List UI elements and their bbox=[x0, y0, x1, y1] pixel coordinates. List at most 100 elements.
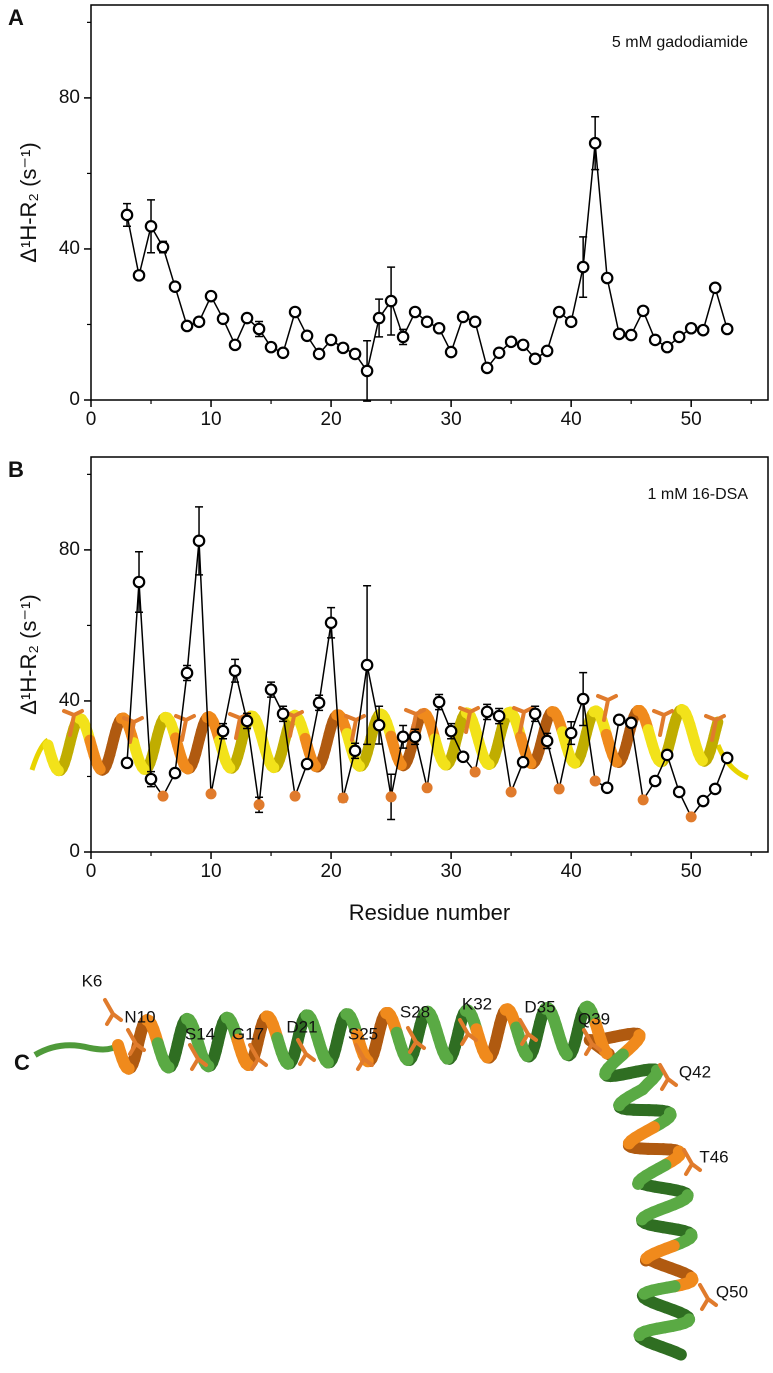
residue-label: S25 bbox=[348, 1024, 378, 1043]
data-point bbox=[182, 321, 192, 331]
helix-ribbon bbox=[445, 1056, 447, 1058]
data-point bbox=[350, 349, 360, 359]
data-point bbox=[302, 331, 312, 341]
residue-label: S14 bbox=[185, 1024, 215, 1043]
helix-ribbon bbox=[186, 768, 188, 769]
data-point bbox=[314, 698, 324, 708]
data-point bbox=[158, 242, 168, 252]
data-point bbox=[134, 270, 144, 280]
data-point bbox=[410, 307, 420, 317]
annotation: 5 mM gadodiamide bbox=[612, 34, 748, 51]
helix-ribbon bbox=[676, 1352, 681, 1354]
data-point bbox=[698, 796, 708, 806]
data-point bbox=[494, 711, 504, 721]
helix-ribbon bbox=[485, 1055, 487, 1058]
data-point bbox=[254, 324, 264, 334]
data-point bbox=[278, 709, 288, 719]
helix-ribbon bbox=[142, 767, 144, 769]
helix-ribbon bbox=[399, 762, 401, 765]
plot-frame bbox=[91, 5, 768, 400]
helix-ribbon bbox=[443, 763, 445, 765]
helix-ribbon bbox=[246, 1063, 248, 1065]
data-point bbox=[326, 335, 336, 345]
data-point bbox=[542, 736, 552, 746]
data-point bbox=[662, 342, 672, 352]
data-point bbox=[542, 346, 552, 356]
data-point bbox=[722, 753, 732, 763]
residue-label: D21 bbox=[286, 1017, 317, 1036]
helix-ribbon bbox=[487, 763, 489, 764]
data-point bbox=[674, 787, 684, 797]
data-point bbox=[518, 340, 528, 350]
residue-label: N10 bbox=[124, 1007, 155, 1026]
helix-ribbon bbox=[98, 766, 100, 769]
data-point bbox=[458, 312, 468, 322]
data-point bbox=[218, 314, 228, 324]
data-point bbox=[266, 342, 276, 352]
y-axis-label: Δ¹H-R₂ (s⁻¹) bbox=[16, 594, 41, 714]
data-line bbox=[127, 541, 727, 817]
data-point bbox=[638, 306, 648, 316]
data-point bbox=[554, 307, 564, 317]
x-tick-label: 10 bbox=[200, 409, 221, 430]
x-tick-label: 20 bbox=[321, 409, 342, 430]
y-tick-label: 40 bbox=[59, 238, 80, 259]
data-point bbox=[314, 349, 324, 359]
helix-ribbon bbox=[525, 1053, 527, 1056]
helix-ribbon bbox=[615, 759, 617, 762]
data-point bbox=[662, 750, 672, 760]
data-point bbox=[146, 221, 156, 231]
highlighted-point bbox=[158, 791, 168, 801]
helix-ribbon bbox=[357, 764, 359, 766]
annotation: 1 mM 16-DSA bbox=[648, 486, 749, 503]
data-point bbox=[626, 330, 636, 340]
data-point bbox=[230, 340, 240, 350]
data-point bbox=[602, 273, 612, 283]
helix-tail bbox=[35, 1045, 118, 1055]
data-point bbox=[674, 332, 684, 342]
data-point bbox=[170, 282, 180, 292]
highlighted-point bbox=[422, 783, 432, 793]
helix-ribbon bbox=[700, 758, 702, 761]
side-chain bbox=[684, 1150, 700, 1174]
helix-ribbon bbox=[659, 760, 661, 762]
data-point bbox=[374, 720, 384, 730]
y-axis-label: Δ¹H-R₂ (s⁻¹) bbox=[16, 142, 41, 262]
helix-ribbon bbox=[644, 1292, 647, 1294]
highlighted-point bbox=[686, 812, 696, 822]
data-point bbox=[410, 732, 420, 742]
x-tick-label: 40 bbox=[561, 409, 582, 430]
y-tick-label: 0 bbox=[69, 389, 80, 410]
data-point bbox=[338, 343, 348, 353]
data-point bbox=[482, 363, 492, 373]
data-point bbox=[482, 707, 492, 717]
data-point bbox=[446, 347, 456, 357]
side-chain bbox=[660, 1065, 676, 1089]
data-point bbox=[590, 138, 600, 148]
data-point bbox=[194, 536, 204, 546]
data-point bbox=[602, 783, 612, 793]
helix-ribbon bbox=[638, 1182, 639, 1184]
data-point bbox=[578, 262, 588, 272]
y-tick-label: 80 bbox=[59, 539, 80, 560]
x-axis-label: Residue number bbox=[349, 900, 510, 925]
residue-label: Q50 bbox=[716, 1282, 748, 1301]
highlighted-point bbox=[506, 787, 516, 797]
helix-ribbon bbox=[605, 1050, 607, 1053]
data-point bbox=[398, 732, 408, 742]
highlighted-point bbox=[590, 776, 600, 786]
residue-label: Q39 bbox=[578, 1009, 610, 1028]
data-point bbox=[134, 577, 144, 587]
x-tick-label: 30 bbox=[441, 861, 462, 882]
highlighted-point bbox=[470, 767, 480, 777]
data-point bbox=[578, 694, 588, 704]
highlighted-point bbox=[290, 791, 300, 801]
panel-label: B bbox=[8, 457, 24, 482]
x-tick-label: 0 bbox=[86, 861, 97, 882]
helix-ribbon bbox=[272, 766, 274, 767]
data-point bbox=[182, 668, 192, 678]
residue-label: K32 bbox=[462, 994, 492, 1013]
data-point bbox=[302, 759, 312, 769]
data-point bbox=[122, 210, 132, 220]
helix-ribbon bbox=[405, 1058, 407, 1060]
